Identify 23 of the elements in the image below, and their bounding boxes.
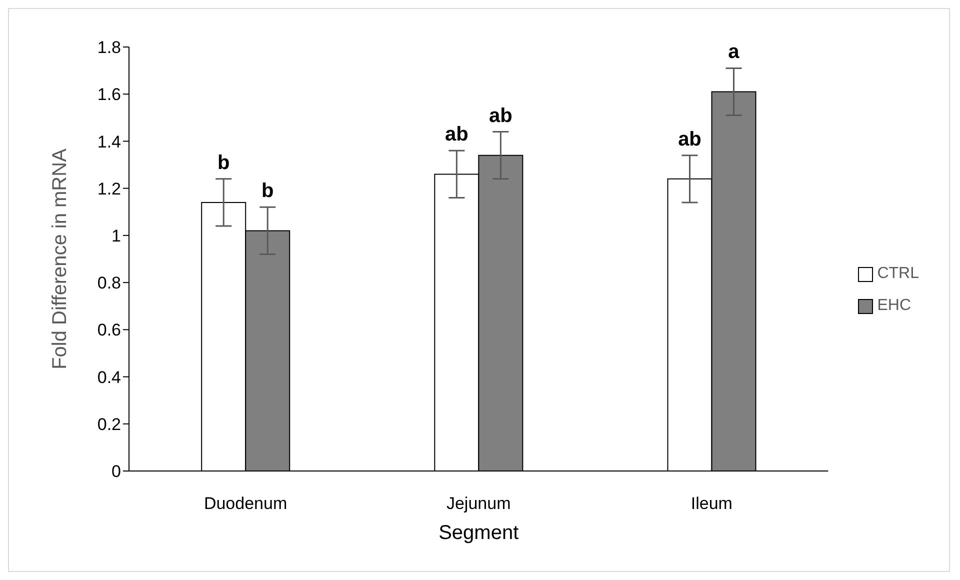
annotation: b (261, 180, 274, 202)
legend-label: CTRL (877, 265, 919, 283)
annotation: a (728, 41, 740, 64)
annotation: b (217, 152, 230, 174)
y-tick-label: 0.4 (97, 368, 121, 387)
y-tick-label: 0.6 (97, 320, 121, 340)
y-tick-label: 1.8 (97, 38, 121, 58)
y-tick-label: 0 (112, 462, 121, 482)
annotation: ab (445, 124, 468, 146)
y-tick-label: 0.8 (97, 274, 121, 293)
x-axis-title: Segment (438, 522, 520, 544)
y-tick-label: 1 (112, 226, 121, 246)
y-tick-label: 1.4 (97, 132, 121, 152)
annotation: ab (678, 128, 702, 150)
y-tick-label: 1.6 (97, 85, 121, 104)
x-tick-label: Ileum (690, 494, 732, 514)
y-tick-label: 1.2 (97, 179, 121, 198)
legend-label: EHC (877, 297, 911, 315)
annotation: ab (489, 104, 512, 127)
y-tick-label: 0.2 (97, 414, 121, 434)
x-tick-label: Jejunum (446, 494, 511, 514)
y-axis-title: Fold Difference in mRNA (49, 148, 72, 370)
x-tick-label: Duodenum (204, 494, 288, 514)
